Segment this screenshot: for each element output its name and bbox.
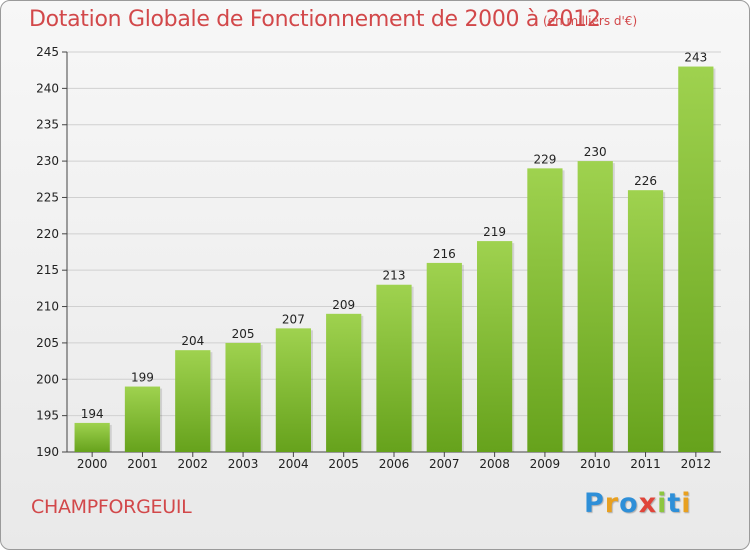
bar	[376, 284, 412, 452]
value-label: 226	[634, 174, 657, 188]
y-tick-label: 230	[36, 154, 59, 168]
x-tick-label: 2003	[228, 457, 259, 471]
logo-letter: i	[657, 488, 668, 519]
bar	[527, 168, 563, 452]
logo-letter: r	[604, 488, 620, 519]
value-label: 205	[232, 327, 255, 341]
value-label: 207	[282, 312, 305, 326]
bar	[678, 66, 714, 452]
logo-letter: i	[681, 488, 692, 519]
x-tick-label: 2012	[681, 457, 712, 471]
value-label: 199	[131, 371, 154, 385]
y-tick-label: 235	[36, 118, 59, 132]
y-tick-label: 210	[36, 300, 59, 314]
x-tick-label: 2001	[127, 457, 158, 471]
chart-subtitle: (en milliers d'€)	[543, 14, 638, 28]
y-tick-label: 240	[36, 81, 59, 95]
chart-title: Dotation Globale de Fonctionnement de 20…	[29, 7, 601, 32]
bar	[225, 342, 261, 452]
x-tick-label: 2004	[278, 457, 309, 471]
value-label: 204	[181, 334, 204, 348]
x-tick-label: 2005	[328, 457, 359, 471]
y-tick-label: 220	[36, 227, 59, 241]
y-tick-label: 245	[36, 45, 59, 59]
commune-name: CHAMPFORGEUIL	[31, 496, 192, 518]
value-label: 229	[533, 152, 556, 166]
value-label: 213	[383, 269, 406, 283]
bar	[627, 190, 664, 452]
x-tick-label: 2007	[429, 457, 460, 471]
bar	[275, 328, 311, 452]
value-label: 216	[433, 247, 456, 261]
bar	[74, 422, 110, 452]
logo-letter: x	[638, 488, 658, 519]
logo-letter: P	[584, 488, 605, 519]
bar	[326, 313, 362, 452]
bar	[426, 262, 462, 452]
y-tick-label: 195	[36, 409, 59, 423]
x-tick-label: 2002	[177, 457, 208, 471]
bar	[175, 350, 211, 452]
labels: 190 195 200 205 210 215 220 225 230 235 240 245 194 2…	[36, 45, 711, 471]
bar	[577, 161, 613, 452]
logo-letter: o	[619, 488, 639, 519]
value-label: 230	[584, 145, 607, 159]
y-tick-label: 190	[36, 445, 59, 459]
y-tick-label: 200	[36, 372, 59, 386]
y-tick-label: 225	[36, 190, 59, 204]
value-label: 209	[332, 298, 355, 312]
y-tick-label: 205	[36, 336, 59, 350]
x-tick-label: 2006	[379, 457, 410, 471]
proxiti-logo[interactable]: Proxiti	[584, 488, 692, 519]
bar	[477, 241, 513, 452]
value-label: 219	[483, 225, 506, 239]
x-tick-label: 2008	[479, 457, 510, 471]
value-label: 194	[81, 407, 104, 421]
bars	[74, 66, 716, 452]
logo-letter: t	[667, 488, 682, 519]
x-tick-label: 2010	[580, 457, 611, 471]
x-tick-label: 2009	[530, 457, 561, 471]
bar	[124, 386, 161, 452]
y-tick-label: 215	[36, 263, 59, 277]
x-tick-label: 2000	[77, 457, 108, 471]
value-label: 243	[684, 51, 707, 65]
x-tick-label: 2011	[630, 457, 661, 471]
